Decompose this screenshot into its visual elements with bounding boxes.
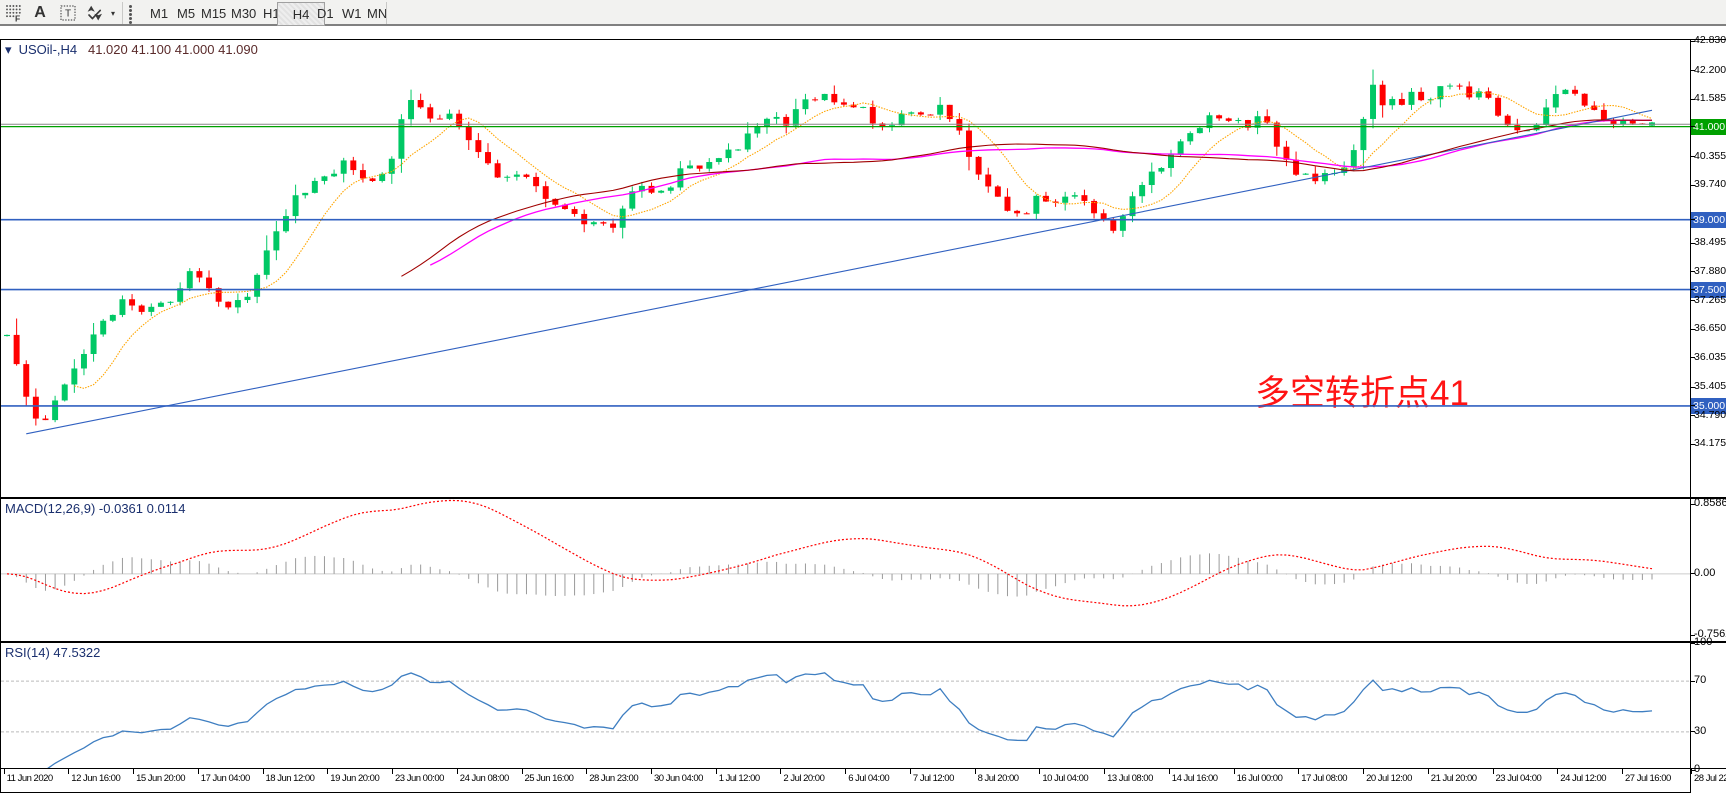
svg-text:T: T xyxy=(65,9,71,20)
svg-text:F: F xyxy=(15,13,20,22)
